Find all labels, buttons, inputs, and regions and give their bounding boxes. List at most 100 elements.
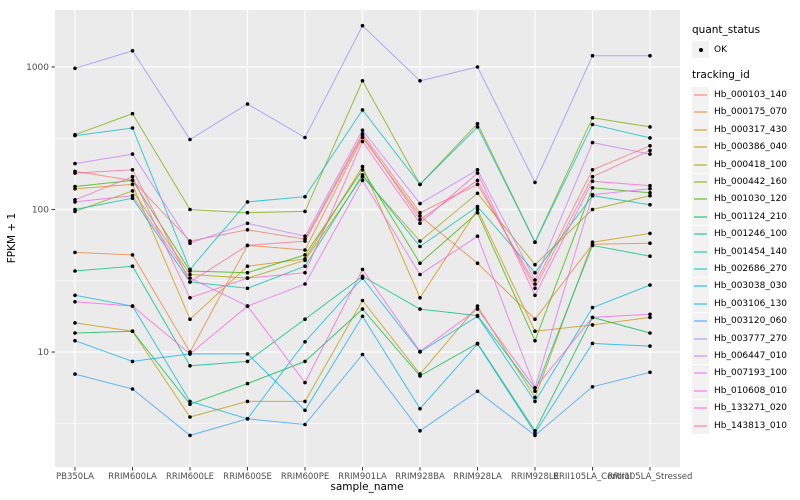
- data-point: [73, 293, 77, 298]
- data-point: [533, 386, 537, 390]
- series-color-swatch: [692, 86, 709, 104]
- legend-title-quant-status: quant_status: [692, 24, 761, 36]
- data-point: [245, 102, 250, 106]
- data-point: [130, 178, 135, 183]
- data-point: [475, 234, 480, 238]
- plot-panel: [55, 10, 680, 467]
- data-point: [648, 136, 652, 140]
- data-point: [475, 168, 480, 172]
- data-point: [245, 200, 250, 204]
- data-point: [360, 128, 365, 132]
- x-tick-label: RRIM901LA: [338, 472, 387, 482]
- data-point: [648, 193, 652, 198]
- data-point: [475, 121, 480, 126]
- data-point: [303, 234, 307, 238]
- data-point: [648, 53, 652, 58]
- data-point: [360, 139, 365, 144]
- legend-item-label: Hb_001454_140: [714, 246, 788, 257]
- legend-item: Hb_001454_140: [692, 243, 798, 261]
- data-point: [245, 221, 250, 226]
- data-point: [648, 241, 652, 245]
- data-point: [188, 317, 192, 322]
- legend-item: Hb_000103_140: [692, 86, 798, 104]
- legend-item: Hb_000442_160: [692, 173, 798, 191]
- series-color-swatch: [692, 208, 709, 226]
- x-axis-title: sample_name: [330, 481, 403, 493]
- data-point: [73, 133, 77, 138]
- data-point: [590, 179, 595, 183]
- data-point: [648, 125, 652, 129]
- data-point: [130, 168, 135, 172]
- data-point: [418, 244, 422, 249]
- data-point: [303, 253, 307, 257]
- legend-item: Hb_002686_270: [692, 260, 798, 278]
- data-point: [418, 79, 422, 83]
- x-tick-label: RRIM600LA: [108, 472, 157, 482]
- x-tick-label: RRIM928BA: [395, 472, 445, 482]
- series-color-swatch: [692, 382, 709, 400]
- x-tick-label: RRII105LA_Stressed: [608, 472, 693, 482]
- data-point: [533, 282, 537, 286]
- data-point: [130, 359, 135, 364]
- legend-item-label: Hb_000175_070: [714, 107, 788, 118]
- legend-item-label: Hb_001124_210: [714, 211, 788, 222]
- legend-item: Hb_133271_020: [692, 399, 798, 417]
- data-point: [533, 395, 537, 400]
- data-point: [73, 161, 77, 166]
- data-point: [73, 321, 77, 325]
- data-point: [418, 349, 422, 354]
- x-tick-label: RRIM600SE: [223, 472, 272, 482]
- point-marker-icon: [692, 41, 709, 59]
- data-point: [533, 270, 537, 275]
- data-point: [360, 164, 365, 169]
- data-point: [303, 194, 307, 199]
- data-point: [590, 315, 595, 320]
- data-point: [533, 262, 537, 267]
- data-point: [475, 65, 480, 69]
- data-point: [360, 267, 365, 272]
- data-point: [648, 331, 652, 335]
- data-point: [130, 174, 135, 179]
- legend-item: Hb_000317_430: [692, 121, 798, 139]
- data-point: [188, 352, 192, 356]
- data-point: [245, 276, 250, 280]
- data-point: [418, 210, 422, 215]
- data-point: [130, 182, 135, 187]
- data-point: [303, 270, 307, 275]
- legend-item-label: Hb_000418_100: [714, 159, 788, 170]
- data-point: [475, 210, 480, 215]
- data-point: [533, 399, 537, 404]
- data-point: [303, 422, 307, 427]
- data-point: [130, 329, 135, 334]
- series-color-swatch: [692, 225, 709, 243]
- data-point: [648, 344, 652, 348]
- data-point: [533, 317, 537, 322]
- data-point: [303, 209, 307, 214]
- data-point: [245, 286, 250, 291]
- y-tick-label: 10: [38, 348, 50, 358]
- series-color-swatch: [692, 399, 709, 417]
- data-point: [130, 264, 135, 269]
- x-tick-label: RRIM928LA: [453, 472, 502, 482]
- data-point: [130, 196, 135, 200]
- series-color-swatch: [692, 156, 709, 174]
- data-point: [590, 207, 595, 212]
- data-point: [303, 359, 307, 364]
- legend-item: Hb_001030_120: [692, 190, 798, 208]
- data-point: [245, 243, 250, 248]
- legend: quant_status OK tracking_id Hb_000103_14…: [692, 24, 798, 434]
- data-point: [360, 108, 365, 112]
- data-point: [590, 323, 595, 327]
- data-point: [73, 338, 77, 343]
- data-point: [533, 338, 537, 343]
- data-point: [533, 286, 537, 291]
- data-point: [418, 182, 422, 187]
- legend-item: Hb_010608_010: [692, 382, 798, 400]
- legend-item-label: Hb_000317_430: [714, 124, 788, 135]
- data-point: [418, 217, 422, 222]
- legend-item: Hb_003038_030: [692, 277, 798, 295]
- legend-item-label: Hb_010608_010: [714, 385, 788, 396]
- legend-item: Hb_003777_270: [692, 330, 798, 348]
- data-point: [648, 312, 652, 317]
- data-point: [188, 415, 192, 419]
